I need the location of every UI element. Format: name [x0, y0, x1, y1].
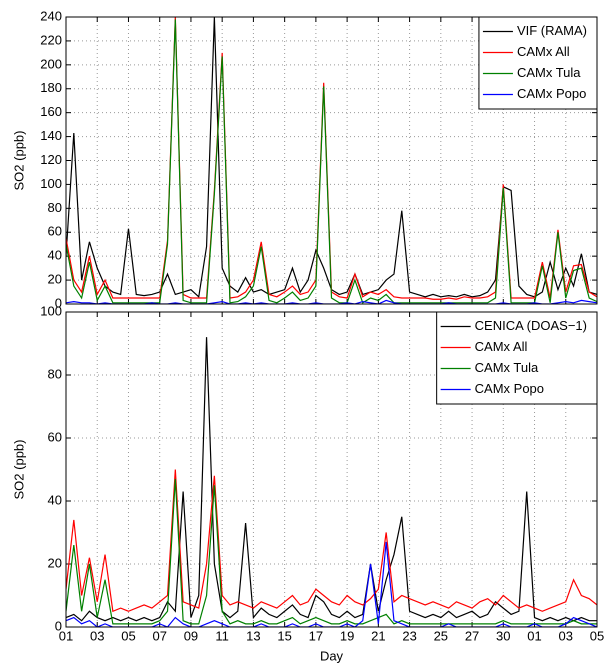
x-tick-label: 01	[527, 628, 541, 643]
x-tick-label: 15	[277, 628, 291, 643]
series-line	[66, 337, 597, 622]
plot-lines	[66, 337, 597, 627]
legend-label: CAMx Popo	[517, 86, 586, 101]
legend-frame	[436, 311, 598, 405]
x-tick-label: 05	[590, 628, 604, 643]
y-tick-label: 100	[40, 176, 62, 191]
y-tick-label: 0	[55, 295, 62, 310]
x-tick-label: 21	[371, 628, 385, 643]
y-tick-label: 180	[40, 80, 62, 95]
x-tick-label: 09	[184, 628, 198, 643]
series-line	[66, 469, 597, 613]
x-tick-label: 27	[465, 628, 479, 643]
x-tick-label: 03	[90, 628, 104, 643]
y-tick-label: 20	[48, 555, 62, 570]
y-tick-label: 40	[48, 248, 62, 263]
legend-frame	[478, 16, 598, 110]
y-axis-label: SO2 (ppb)	[11, 131, 26, 191]
y-tick-label: 160	[40, 104, 62, 119]
y-axis-label: SO2 (ppb)	[11, 440, 26, 500]
plot-frame	[65, 16, 598, 305]
legend-label: VIF (RAMA)	[517, 23, 587, 38]
x-tick-label: 13	[246, 628, 260, 643]
y-tick-label: 240	[40, 8, 62, 23]
series-line	[66, 541, 597, 627]
y-tick-label: 220	[40, 32, 62, 47]
y-tick-label: 200	[40, 56, 62, 71]
legend: CENICA (DOAS−1) CAMx All CAMx Tula CAMx Pop…	[436, 311, 598, 405]
legend-label: CAMx Tula	[517, 65, 581, 80]
legend-label: CAMx All	[517, 44, 570, 59]
legend: VIF (RAMA) CAMx All CAMx Tula CAMx Popo	[478, 16, 598, 110]
x-tick-label: 17	[309, 628, 323, 643]
y-tick-label: 80	[48, 366, 62, 381]
y-tick-label: 0	[55, 618, 62, 633]
legend-label: CAMx All	[475, 339, 528, 354]
x-tick-label: 05	[121, 628, 135, 643]
series-line	[66, 478, 597, 625]
x-tick-label: 19	[340, 628, 354, 643]
legend-label: CAMx Tula	[475, 360, 539, 375]
x-tick-label: 01	[59, 628, 73, 643]
x-tick-label: 11	[215, 628, 229, 643]
x-axis-label: Day	[320, 648, 344, 663]
y-tick-label: 140	[40, 128, 62, 143]
y-tick-label: 40	[48, 492, 62, 507]
y-tick-label: 20	[48, 272, 62, 287]
y-tick-label: 60	[48, 429, 62, 444]
x-tick-label: 03	[559, 628, 573, 643]
x-tick-label: 23	[402, 628, 416, 643]
y-tick-label: 100	[40, 303, 62, 318]
y-tick-label: 80	[48, 200, 62, 215]
y-tick-label: 60	[48, 224, 62, 239]
legend-label: CAMx Popo	[475, 381, 544, 396]
x-tick-label: 25	[434, 628, 448, 643]
x-tick-label: 07	[152, 628, 166, 643]
y-tick-label: 120	[40, 152, 62, 167]
x-tick-label: 30	[496, 628, 510, 643]
legend-label: CENICA (DOAS−1)	[475, 318, 587, 333]
plot-frame	[65, 311, 598, 628]
